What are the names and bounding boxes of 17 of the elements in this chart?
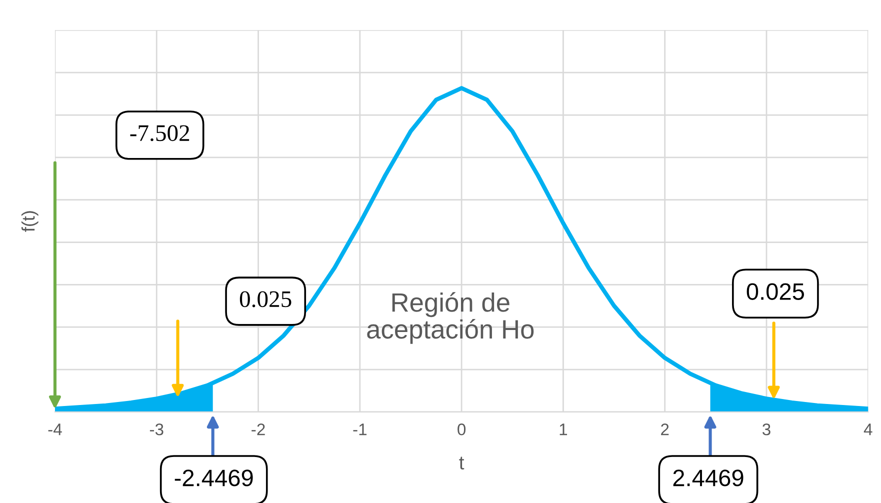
annotation: 2.4469 — [673, 470, 744, 486]
y-axis-title: f(t) — [21, 211, 38, 232]
x-tick-label: 3 — [762, 424, 770, 436]
annotation: Región de aceptación Ho — [367, 292, 534, 344]
x-tick-label: -3 — [150, 424, 164, 436]
x-tick-label: -2 — [252, 424, 265, 436]
x-axis-title: t — [459, 456, 464, 470]
annotation: 0.025 — [240, 291, 292, 308]
x-tick-label: 2 — [661, 424, 669, 436]
x-tick-label: -1 — [353, 424, 367, 436]
annotation: -2.4469 — [174, 470, 253, 486]
x-tick-label: 4 — [864, 424, 872, 436]
x-tick-label: 1 — [560, 424, 568, 436]
x-tick-label: 0 — [458, 424, 466, 436]
x-tick-label: -4 — [48, 424, 62, 436]
annotation: -7.502 — [130, 125, 190, 142]
annotation: 0.025 — [746, 283, 804, 300]
